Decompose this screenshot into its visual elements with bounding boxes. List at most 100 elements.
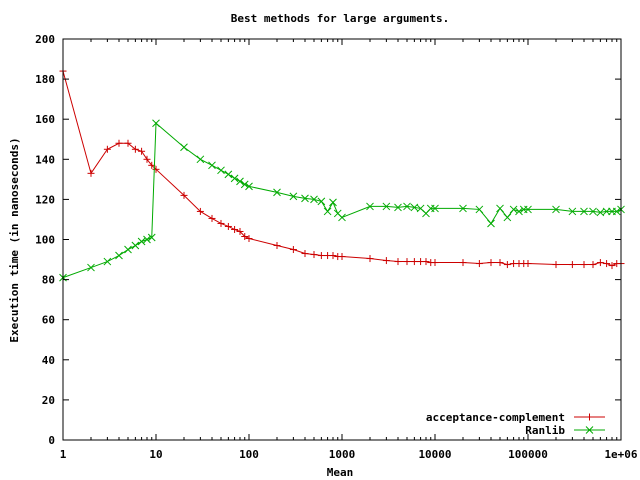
data-point: [580, 207, 588, 216]
data-point: [602, 207, 611, 216]
data-point: [524, 205, 532, 214]
data-point: [422, 258, 430, 266]
data-point: [487, 219, 495, 228]
y-tick-label: 20: [42, 394, 55, 407]
data-point: [612, 207, 621, 216]
data-point: [459, 259, 467, 267]
data-point: [338, 213, 346, 222]
data-point: [317, 197, 326, 206]
data-point: [301, 250, 309, 258]
data-point: [115, 251, 123, 260]
data-point: [115, 139, 123, 147]
data-point: [131, 145, 139, 153]
data-point: [382, 257, 390, 265]
data-point: [596, 259, 604, 267]
legend-marker: [586, 413, 593, 421]
data-point: [103, 257, 112, 266]
data-point: [180, 143, 188, 152]
y-axis-label: Execution time (in nanoseconds): [8, 137, 21, 342]
data-point: [196, 155, 205, 164]
data-point: [589, 261, 597, 269]
data-point: [475, 205, 484, 214]
data-point: [245, 234, 253, 242]
data-point: [208, 214, 216, 222]
data-point: [403, 202, 411, 211]
data-point: [317, 252, 325, 260]
data-point: [382, 202, 391, 211]
data-point: [236, 227, 244, 235]
data-point: [403, 258, 411, 266]
data-point: [240, 180, 249, 189]
data-point: [475, 260, 483, 268]
data-point: [180, 191, 188, 199]
data-point: [289, 192, 298, 201]
x-tick-label: 10000: [418, 448, 451, 461]
data-point: [241, 232, 249, 240]
data-point: [224, 170, 233, 179]
data-point: [366, 202, 374, 211]
data-point: [515, 207, 523, 216]
legend-label: acceptance-complement: [426, 411, 565, 424]
data-point: [496, 204, 504, 213]
data-point: [138, 147, 146, 155]
chart-title: Best methods for large arguments.: [231, 12, 450, 25]
data-point: [580, 261, 588, 269]
y-tick-label: 80: [42, 274, 55, 287]
plot-area: [59, 67, 625, 282]
data-point: [329, 198, 337, 207]
y-tick-label: 200: [35, 33, 55, 46]
legend-marker: [585, 426, 594, 434]
data-point: [552, 205, 560, 214]
x-tick-label: 10: [149, 448, 162, 461]
data-point: [608, 262, 616, 270]
series-line-1: [62, 70, 621, 267]
data-point: [310, 251, 318, 259]
data-point: [552, 261, 560, 269]
data-point: [503, 261, 511, 269]
data-point: [366, 255, 374, 263]
x-tick-label: 100: [239, 448, 259, 461]
data-point: [596, 208, 605, 217]
data-point: [236, 177, 244, 186]
data-point: [196, 207, 204, 215]
y-tick-label: 100: [35, 234, 55, 247]
data-point: [124, 245, 132, 254]
data-point: [103, 145, 111, 153]
data-point: [568, 207, 577, 216]
data-point: [301, 194, 309, 203]
data-point: [137, 237, 146, 246]
data-point: [310, 195, 318, 204]
y-tick-label: 0: [48, 434, 55, 447]
x-tick-label: 1000: [329, 448, 356, 461]
data-point: [568, 261, 576, 269]
data-point: [217, 219, 225, 227]
data-point: [87, 263, 95, 272]
data-point: [329, 252, 337, 260]
data-point: [143, 155, 151, 163]
y-tick-label: 40: [42, 354, 55, 367]
data-point: [230, 174, 239, 183]
data-point: [509, 205, 518, 214]
data-point: [410, 258, 418, 266]
data-point: [273, 242, 281, 250]
data-point: [338, 253, 346, 261]
data-point: [152, 165, 160, 173]
data-point: [143, 235, 151, 244]
data-point: [394, 258, 402, 266]
y-tick-label: 180: [35, 73, 55, 86]
x-tick-label: 100000: [508, 448, 548, 461]
data-point: [152, 119, 160, 128]
data-point: [245, 182, 253, 191]
data-point: [524, 260, 532, 268]
data-point: [289, 246, 297, 254]
y-tick-label: 160: [35, 113, 55, 126]
x-tick-label: 1: [60, 448, 67, 461]
data-point: [131, 241, 140, 250]
y-tick-label: 60: [42, 314, 55, 327]
data-point: [410, 203, 419, 212]
legend-label: Ranlib: [525, 424, 565, 437]
x-tick-label: 1e+06: [604, 448, 637, 461]
data-point: [147, 233, 156, 242]
